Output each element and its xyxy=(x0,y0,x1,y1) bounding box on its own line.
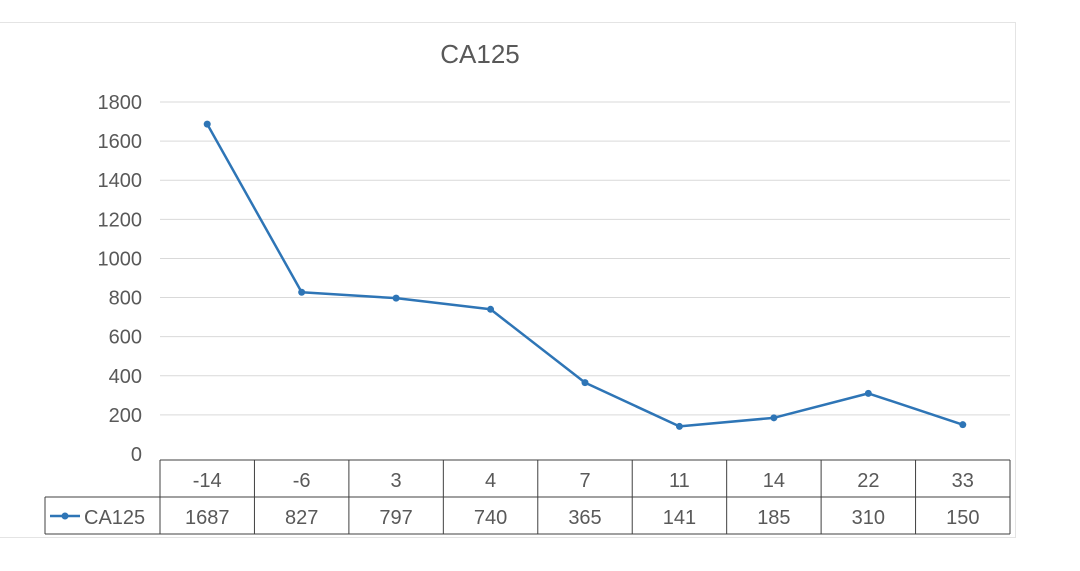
x-tick-label: 7 xyxy=(579,470,590,492)
x-tick-label: 33 xyxy=(952,470,974,492)
data-label: 365 xyxy=(568,507,601,529)
x-tick-label: -14 xyxy=(193,470,222,492)
x-tick-label: 3 xyxy=(391,470,402,492)
line-chart: CA125 020040060080010001200140016001800 … xyxy=(44,39,1011,535)
data-point xyxy=(392,294,400,302)
data-label: 797 xyxy=(379,507,412,529)
y-tick-label: 1000 xyxy=(98,248,143,270)
legend-label: CA125 xyxy=(84,507,145,529)
series-layer xyxy=(203,120,967,430)
data-point xyxy=(298,288,306,296)
x-tick-label: -6 xyxy=(293,470,311,492)
data-label: 740 xyxy=(474,507,507,529)
chart-title: CA125 xyxy=(440,39,520,69)
y-tick-label: 400 xyxy=(109,366,142,388)
y-tick-label: 800 xyxy=(109,288,142,310)
x-tick-label: 4 xyxy=(485,470,496,492)
legend-marker xyxy=(61,512,69,520)
data-table: -14 1687 -6 827 3 797 4 740 7 365 11 141 14 185 22 310 3… xyxy=(44,459,1011,535)
data-point xyxy=(203,120,211,128)
y-tick-label: 1800 xyxy=(98,92,143,114)
y-tick-label: 1600 xyxy=(98,131,143,153)
y-tick-label: 200 xyxy=(109,405,142,427)
y-tick-label: 600 xyxy=(109,327,142,349)
gridlines xyxy=(160,101,1010,416)
data-label: 141 xyxy=(663,507,696,529)
data-point xyxy=(581,379,589,387)
y-tick-label: 1400 xyxy=(98,170,143,192)
data-point xyxy=(675,422,683,430)
y-tick-label: 0 xyxy=(131,444,142,466)
chart-area: CA125 0 200 400 600 800 1000 1200 1400 1600 1800 … xyxy=(0,22,1016,538)
x-tick-label: 14 xyxy=(763,470,785,492)
data-label: 185 xyxy=(757,507,790,529)
data-point xyxy=(770,414,778,422)
data-point xyxy=(959,421,967,429)
y-axis: 0 200 400 600 800 1000 1200 1400 1600 1800 xyxy=(98,92,143,466)
data-label: 827 xyxy=(285,507,318,529)
data-label: 150 xyxy=(946,507,979,529)
data-label: 1687 xyxy=(185,507,230,529)
data-label: 310 xyxy=(852,507,885,529)
data-point xyxy=(487,305,495,313)
x-tick-label: 11 xyxy=(669,470,690,492)
y-tick-label: 1200 xyxy=(98,209,143,231)
data-point xyxy=(864,389,872,397)
x-tick-label: 22 xyxy=(857,470,879,492)
